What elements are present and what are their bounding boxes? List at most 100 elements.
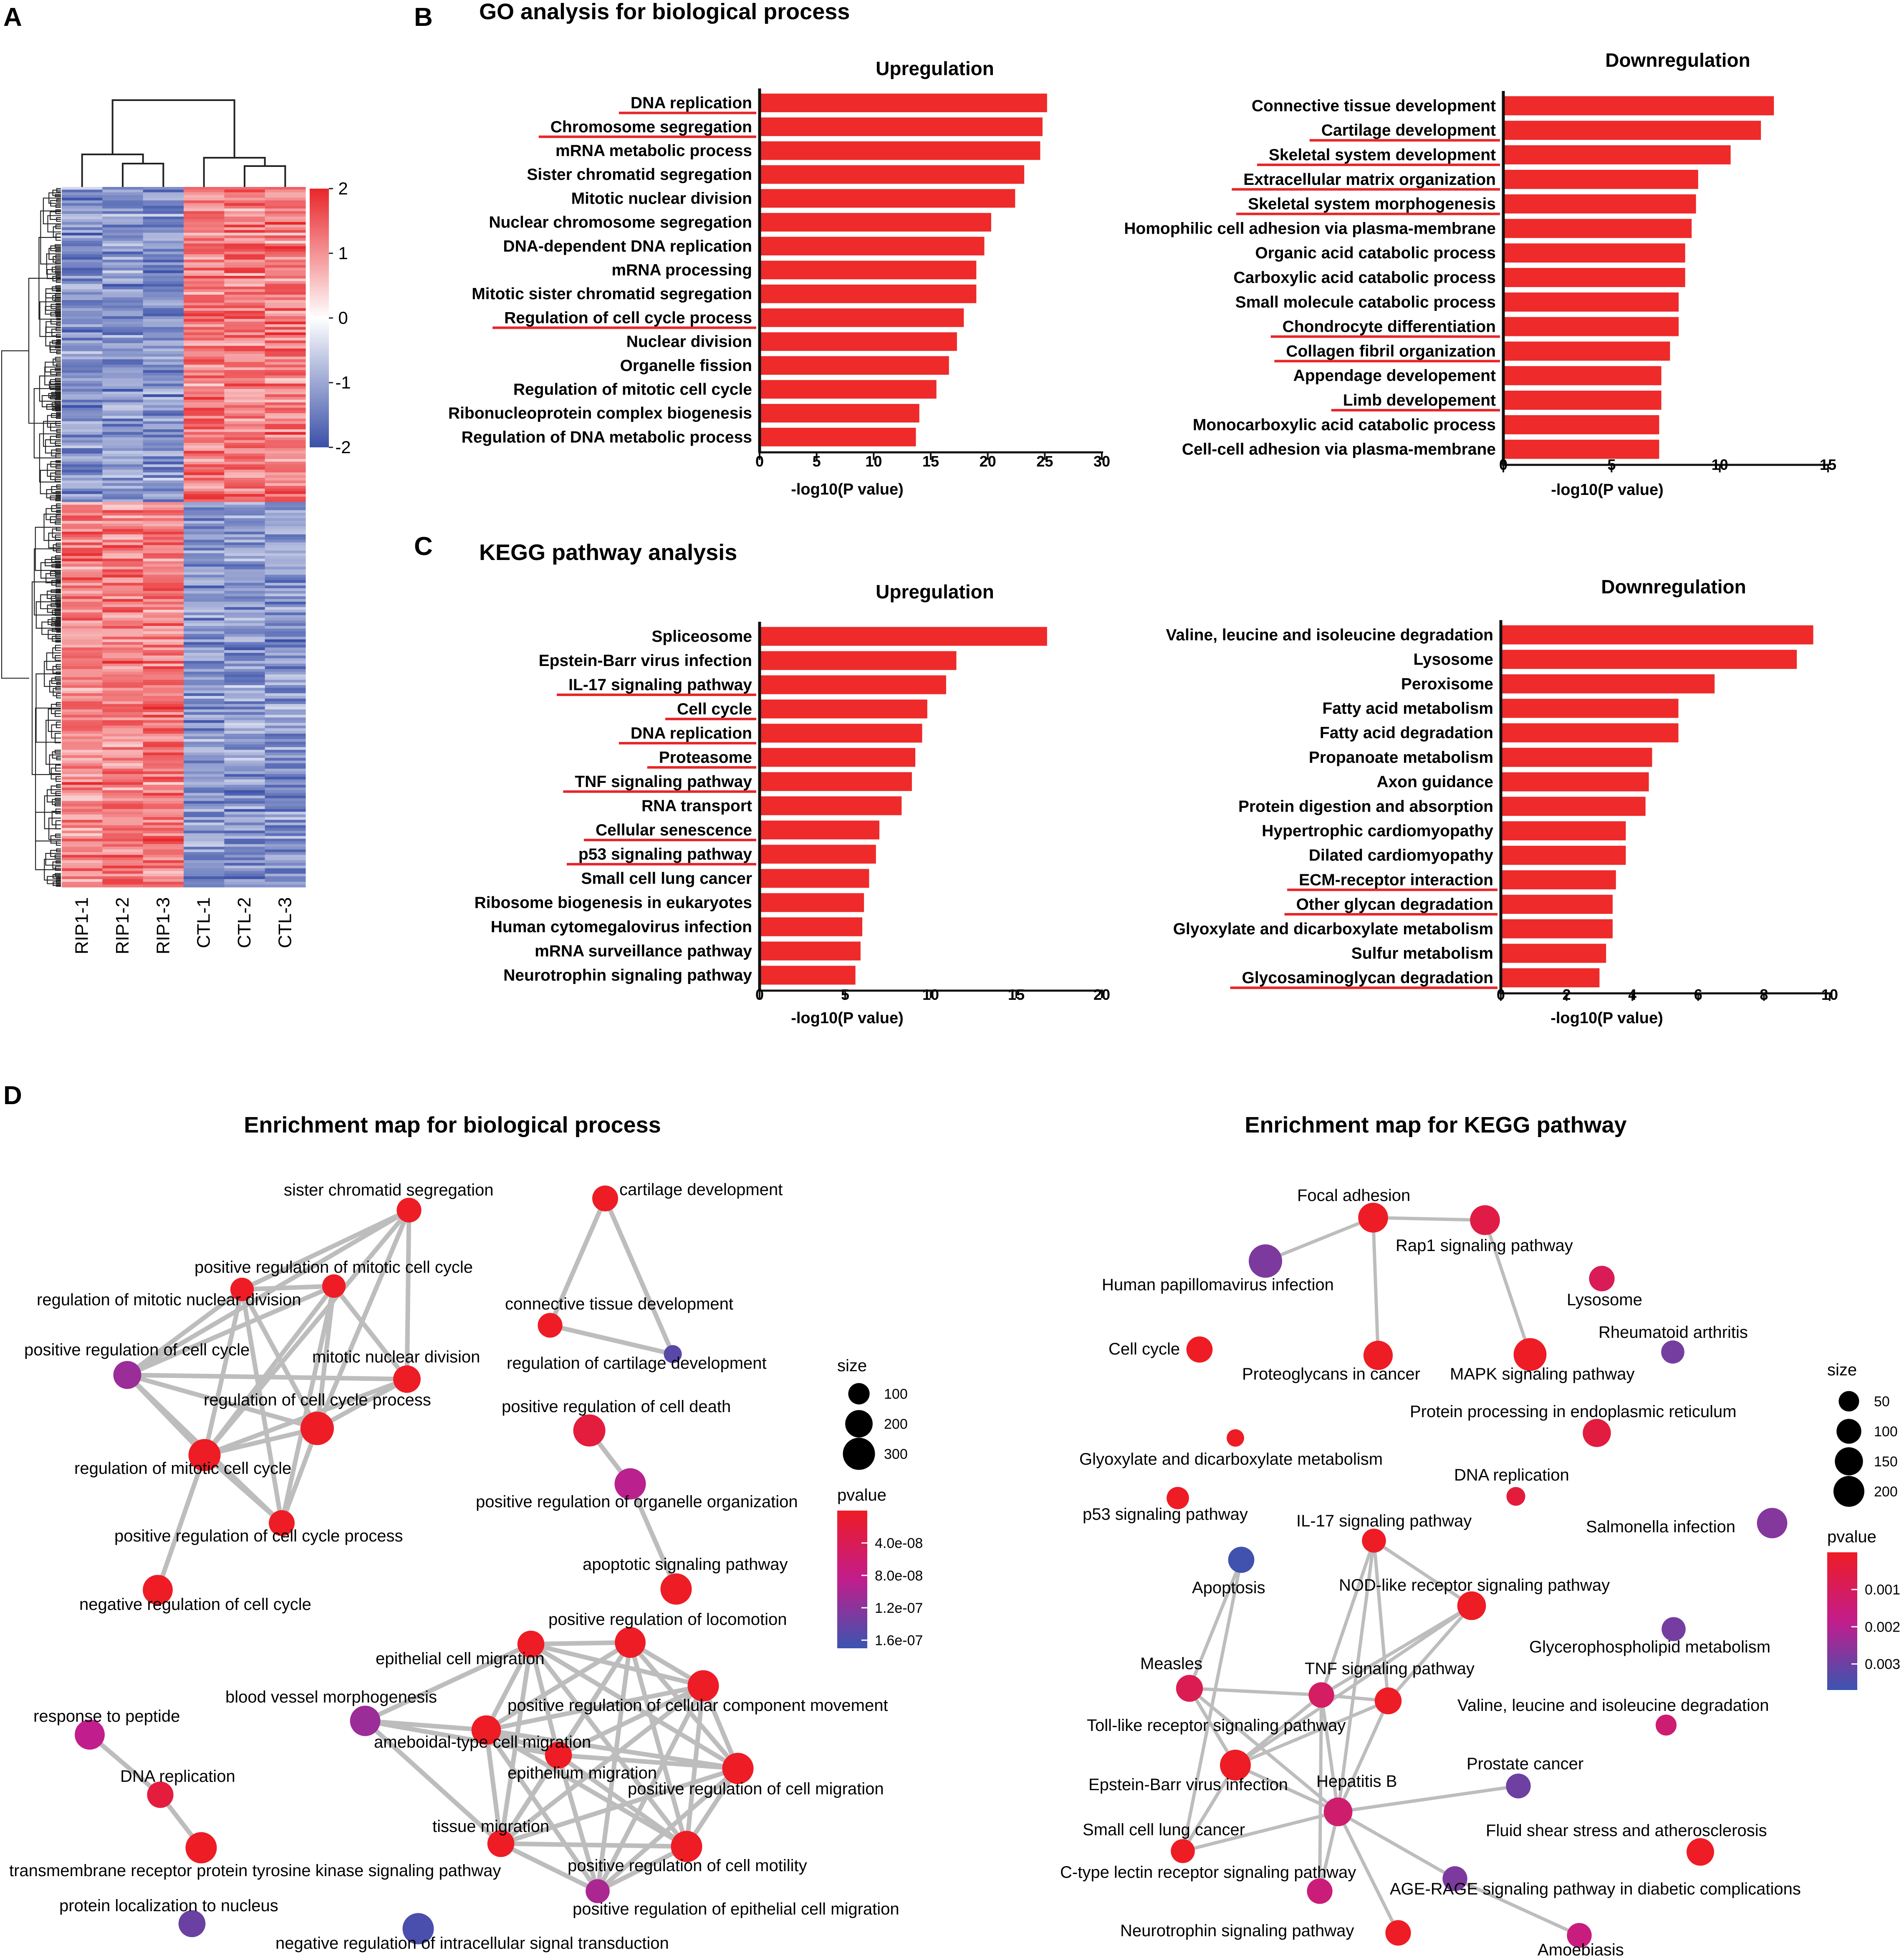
heatmap-cell [224,246,265,250]
bar-cellular-senescence [760,820,879,840]
heatmap-cell [102,478,144,481]
heatmap-cell [265,752,306,756]
pvalue-legend-title: pvalue [837,1486,886,1504]
heatmap-cell [62,653,103,656]
heatmap-cell [143,547,184,551]
heatmap-cell [265,777,306,780]
heatmap-cell [265,464,306,467]
heatmap-cell [143,480,184,484]
bar-label-extracellular-matrix-organization: Extracellular matrix organization [1243,171,1496,189]
heatmap-cell [265,189,306,193]
heatmap-cell [265,424,306,427]
heatmap-cell [265,251,306,255]
heatmap-cell [102,246,144,250]
heatmap-cell [102,391,144,395]
heatmap-cell [102,680,144,683]
heatmap-cell [102,615,144,618]
heatmap-cell [265,421,306,424]
heatmap-cell [102,706,144,710]
size-legend-circle [1833,1476,1864,1507]
bar-carboxylic-acid-catabolic-process [1503,268,1685,287]
heatmap-cell [102,273,144,276]
sample-label-rip1-3: RIP1-3 [153,897,173,954]
heatmap-cell [184,421,225,424]
heatmap-cell [224,720,265,723]
size-legend-label: 100 [884,1386,908,1402]
heatmap-cell [102,305,144,309]
heatmap-cell [102,580,144,583]
heatmap-cell [265,876,306,880]
heatmap-cell [62,795,103,799]
heatmap-cell [184,502,225,505]
heatmap-cell [143,267,184,271]
heatmap-cell [265,830,306,834]
node-label-measles: Measles [1140,1655,1202,1673]
node-positive-regulation-of-locomotion [615,1627,646,1658]
heatmap-cell [224,316,265,319]
heatmap-cell [102,429,144,432]
heatmap-cell [102,621,144,624]
network-edge [315,1209,412,1430]
heatmap-cell [224,631,265,634]
node-epstein-barr-virus-infection [1220,1750,1251,1781]
heatmap-cell [224,680,265,683]
heatmap-cell [265,467,306,470]
heatmap-cell [62,836,103,839]
heatmap-cell [102,558,144,562]
sample-label-ctl-1: CTL-1 [194,897,214,948]
heatmap-cell [143,577,184,580]
heatmap-sample-labels: RIP1-1 RIP1-2 RIP1-3 CTL-1 CTL-2 CTL-3 [72,897,295,954]
heatmap-cell [143,338,184,341]
heatmap-cell [143,472,184,476]
heatmap-cell [184,324,225,328]
heatmap-cell [102,806,144,810]
heatmap-cell [224,232,265,236]
heatmap-cell [143,873,184,877]
network-edge [595,1642,633,1892]
heatmap-cell [224,260,265,263]
heatmap-cell [143,515,184,519]
heatmap-cell [184,515,225,519]
bar-label-human-cytomegalovirus-infection: Human cytomegalovirus infection [491,918,752,936]
heatmap-cell [102,547,144,551]
heatmap-cell [224,561,265,565]
dendrogram-branch [244,165,286,187]
bar-label-sulfur-metabolism: Sulfur metabolism [1351,944,1493,962]
heatmap-cell [224,189,265,193]
heatmap-cell [265,246,306,250]
x-tick-label: 25 [1036,453,1053,470]
heatmap-cell [184,879,225,882]
heatmap-cell [62,769,103,772]
heatmap-cell [62,512,103,516]
size-legend-label: 100 [1874,1424,1898,1440]
heatmap-cell [102,812,144,815]
heatmap-cell [102,195,144,198]
heatmap-cell [224,419,265,422]
bar-label-cartilage-development: Cartilage development [1321,121,1496,139]
heatmap-cell [102,416,144,419]
heatmap-cell [265,200,306,204]
heatmap-cell [224,688,265,691]
network-edge [1235,1699,1389,1767]
heatmap-cell [102,532,144,535]
heatmap-cell [102,631,144,634]
heatmap-cell [224,386,265,389]
heatmap-cell [102,736,144,739]
heatmap-cell [265,879,306,882]
heatmap-cell [62,618,103,621]
heatmap-cell [224,852,265,855]
heatmap-cell [102,486,144,489]
bar-label-ecm-receptor-interaction: ECM-receptor interaction [1299,871,1493,889]
node-label-apoptotic-signaling-pathway: apoptotic signaling pathway [583,1555,788,1574]
heatmap-cell [102,502,144,505]
node-valine-leucine-and-isoleucine-degradation [1655,1714,1677,1736]
heatmap-cell [265,836,306,839]
heatmap-cell [265,416,306,419]
heatmap-cell [265,817,306,820]
heatmap-cell [265,782,306,785]
heatmap-cell [184,429,225,432]
heatmap-cell [184,410,225,414]
heatmap-cell [143,647,184,651]
heatmap-cell [265,734,306,737]
